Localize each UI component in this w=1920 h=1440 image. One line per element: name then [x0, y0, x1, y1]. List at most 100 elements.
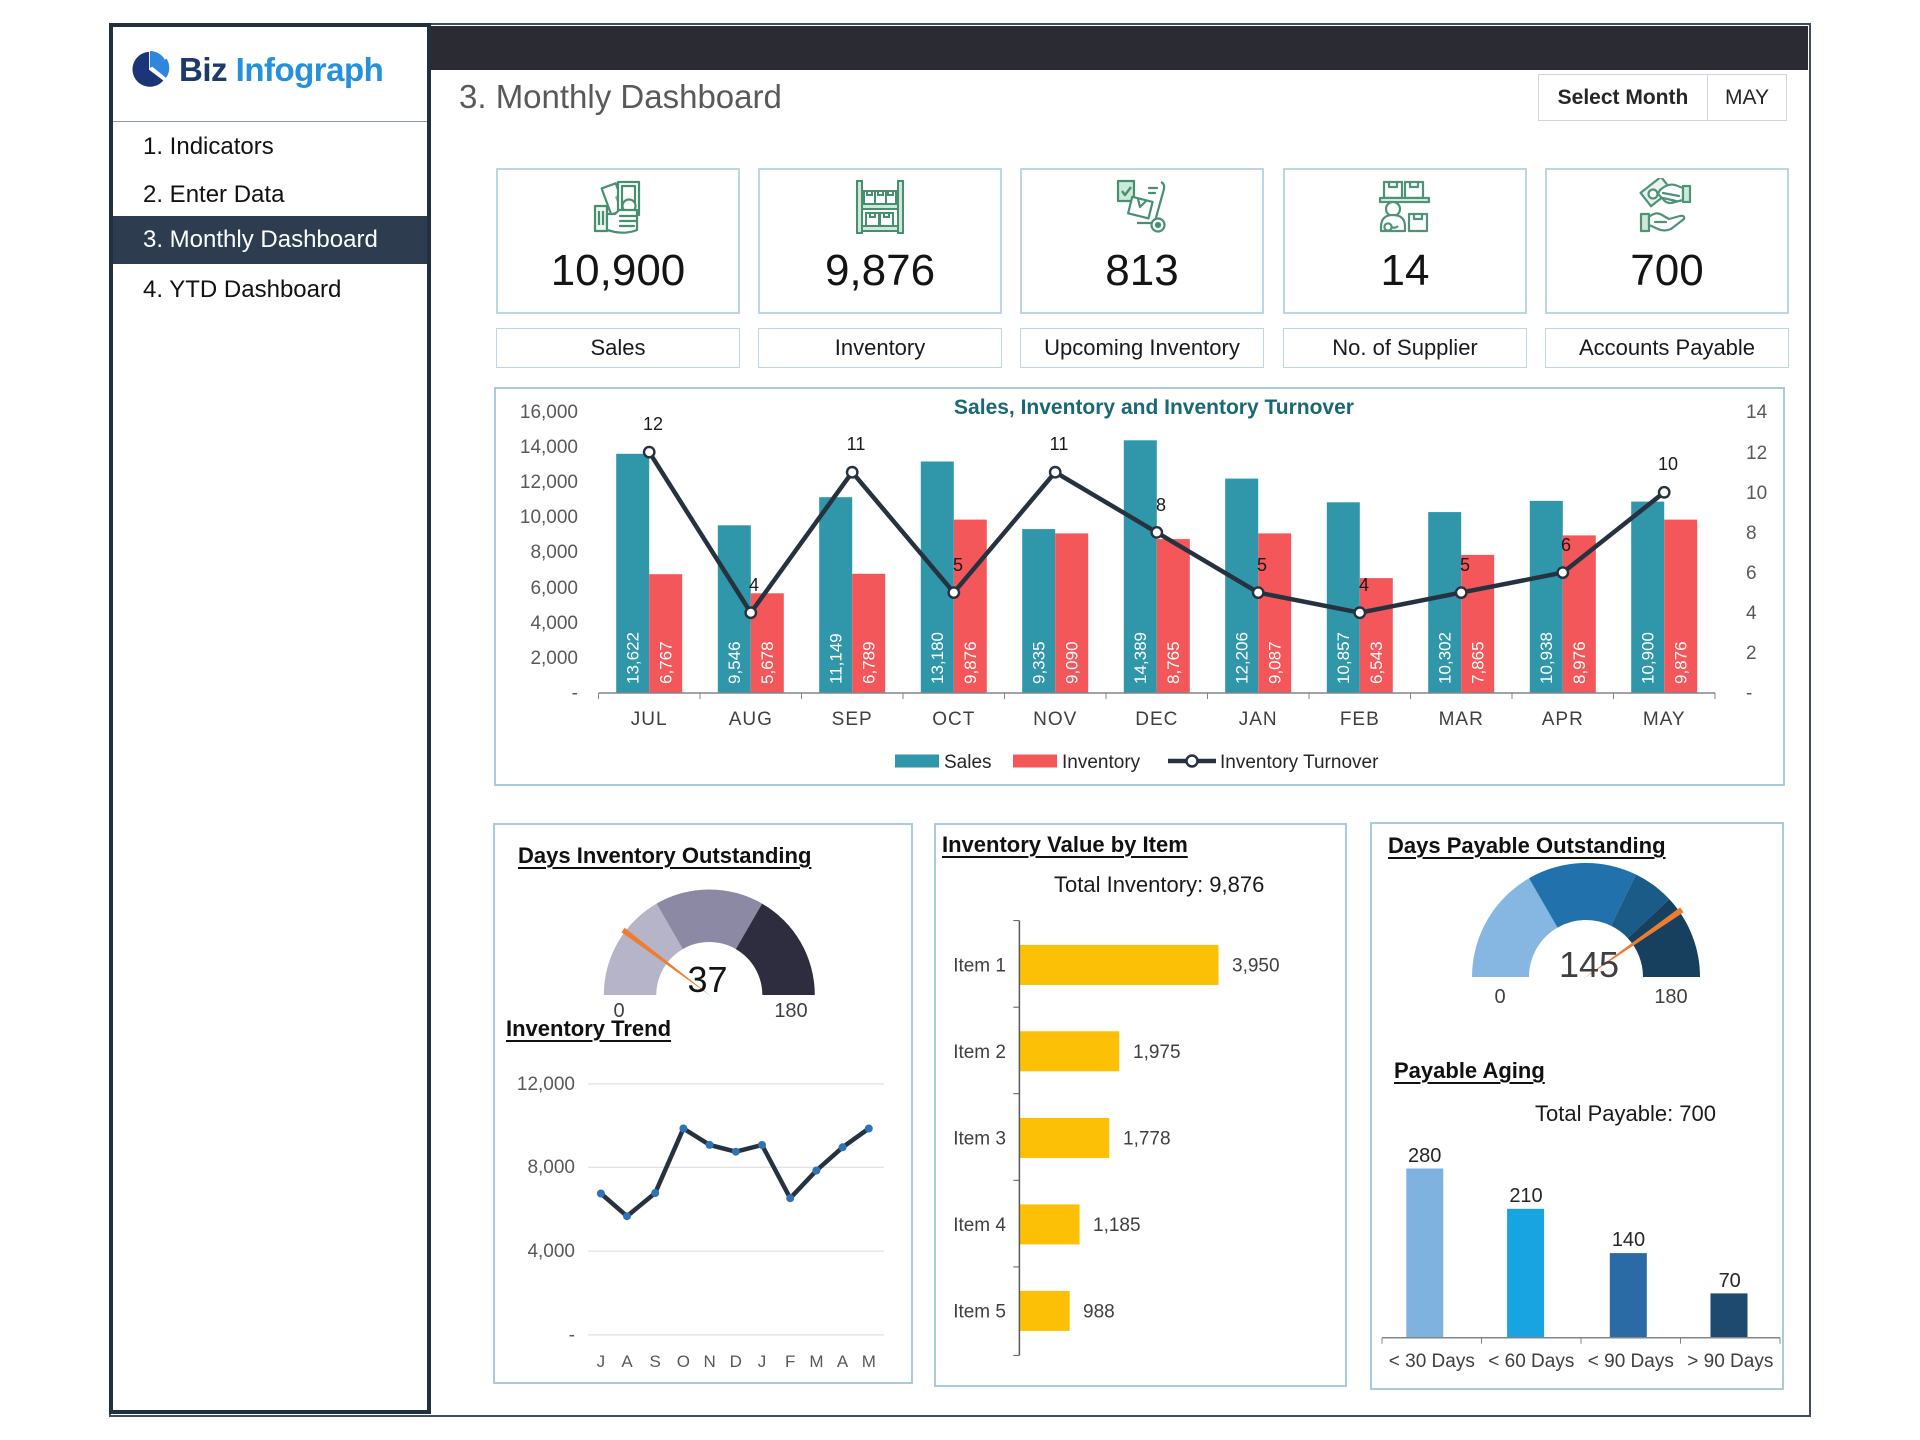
svg-text:180: 180	[774, 1000, 807, 1022]
svg-text:210: 210	[1509, 1185, 1542, 1207]
svg-text:Item 4: Item 4	[953, 1215, 1006, 1236]
svg-text:8,976: 8,976	[1570, 641, 1589, 684]
svg-text:4: 4	[1746, 603, 1757, 624]
svg-text:7,865: 7,865	[1469, 641, 1488, 684]
svg-text:A: A	[621, 1352, 633, 1371]
svg-text:12: 12	[643, 414, 663, 434]
svg-text:Sales: Sales	[944, 752, 992, 773]
svg-text:5: 5	[1460, 555, 1470, 575]
svg-text:FEB: FEB	[1340, 709, 1380, 730]
svg-text:6,000: 6,000	[530, 578, 578, 599]
svg-text:14: 14	[1746, 402, 1768, 423]
svg-text:14,000: 14,000	[520, 437, 578, 458]
svg-text:M: M	[809, 1352, 823, 1371]
svg-text:11,149: 11,149	[827, 633, 846, 684]
svg-text:AUG: AUG	[729, 709, 773, 730]
svg-text:Inventory Turnover: Inventory Turnover	[1220, 752, 1379, 773]
svg-text:8,000: 8,000	[530, 542, 578, 563]
svg-text:J: J	[758, 1352, 767, 1371]
svg-text:-: -	[572, 683, 578, 704]
svg-text:10,900: 10,900	[1639, 632, 1658, 684]
svg-text:37: 37	[687, 959, 727, 1000]
svg-text:F: F	[785, 1352, 795, 1371]
svg-text:12,000: 12,000	[517, 1074, 575, 1095]
svg-text:4: 4	[749, 575, 759, 595]
svg-text:8: 8	[1156, 495, 1166, 515]
svg-text:11: 11	[847, 434, 866, 454]
svg-text:Item 1: Item 1	[953, 956, 1006, 977]
svg-text:S: S	[650, 1352, 661, 1371]
svg-text:10: 10	[1658, 454, 1678, 474]
svg-text:0: 0	[1494, 986, 1505, 1008]
svg-text:5,678: 5,678	[758, 641, 777, 684]
svg-text:14,389: 14,389	[1131, 632, 1150, 684]
svg-text:Item 5: Item 5	[953, 1302, 1006, 1323]
svg-text:11: 11	[1050, 434, 1069, 454]
svg-text:6,767: 6,767	[657, 641, 676, 684]
svg-text:2: 2	[1746, 643, 1757, 664]
svg-text:12: 12	[1746, 443, 1767, 464]
svg-text:4,000: 4,000	[530, 613, 578, 634]
svg-text:9,546: 9,546	[725, 641, 744, 684]
svg-text:Sales, Inventory and Inventory: Sales, Inventory and Inventory Turnover	[954, 396, 1354, 419]
svg-text:NOV: NOV	[1033, 709, 1077, 730]
svg-text:JUL: JUL	[631, 709, 668, 730]
svg-text:9,087: 9,087	[1266, 641, 1285, 684]
svg-text:1,975: 1,975	[1133, 1042, 1181, 1063]
svg-text:10,000: 10,000	[520, 507, 578, 528]
svg-text:1,185: 1,185	[1093, 1215, 1141, 1236]
svg-text:180: 180	[1654, 986, 1687, 1008]
svg-text:4,000: 4,000	[527, 1241, 575, 1262]
svg-text:140: 140	[1612, 1229, 1645, 1251]
svg-text:9,090: 9,090	[1063, 641, 1082, 684]
svg-text:J: J	[597, 1352, 606, 1371]
svg-text:70: 70	[1719, 1270, 1741, 1292]
svg-text:12,000: 12,000	[520, 472, 578, 493]
svg-text:4: 4	[1359, 575, 1369, 595]
svg-text:MAY: MAY	[1643, 709, 1686, 730]
svg-text:A: A	[837, 1352, 849, 1371]
svg-text:N: N	[703, 1352, 715, 1371]
svg-text:DEC: DEC	[1135, 709, 1178, 730]
svg-text:8,000: 8,000	[527, 1157, 575, 1178]
svg-text:6: 6	[1561, 535, 1571, 555]
svg-text:10,857: 10,857	[1334, 632, 1353, 684]
svg-text:-: -	[1746, 683, 1752, 704]
svg-text:6: 6	[1746, 563, 1757, 584]
svg-text:9,876: 9,876	[1672, 641, 1691, 684]
svg-text:0: 0	[613, 1000, 624, 1022]
svg-text:9,876: 9,876	[961, 641, 980, 684]
svg-text:MAR: MAR	[1439, 709, 1484, 730]
svg-text:6,789: 6,789	[860, 641, 879, 684]
svg-text:M: M	[862, 1352, 876, 1371]
svg-text:D: D	[730, 1352, 742, 1371]
svg-text:10,302: 10,302	[1436, 632, 1455, 684]
svg-text:OCT: OCT	[932, 709, 975, 730]
svg-text:10: 10	[1746, 483, 1767, 504]
svg-text:988: 988	[1083, 1302, 1115, 1323]
svg-text:SEP: SEP	[832, 709, 873, 730]
svg-text:5: 5	[1257, 555, 1267, 575]
svg-text:1,778: 1,778	[1123, 1129, 1171, 1150]
svg-text:13,180: 13,180	[928, 632, 947, 684]
svg-text:8,765: 8,765	[1164, 641, 1183, 684]
svg-text:< 60 Days: < 60 Days	[1488, 1351, 1574, 1372]
svg-text:Item 2: Item 2	[953, 1042, 1006, 1063]
svg-text:< 30 Days: < 30 Days	[1389, 1351, 1475, 1372]
svg-text:145: 145	[1559, 944, 1619, 985]
svg-text:O: O	[677, 1352, 690, 1371]
svg-text:2,000: 2,000	[530, 648, 578, 669]
svg-text:10,938: 10,938	[1537, 632, 1556, 684]
svg-text:9,335: 9,335	[1030, 641, 1049, 684]
svg-text:16,000: 16,000	[520, 402, 578, 423]
svg-text:APR: APR	[1542, 709, 1584, 730]
svg-text:JAN: JAN	[1239, 709, 1278, 730]
svg-text:12,206: 12,206	[1233, 632, 1252, 684]
svg-text:280: 280	[1408, 1145, 1441, 1167]
svg-text:5: 5	[953, 555, 963, 575]
svg-text:Item 3: Item 3	[953, 1129, 1006, 1150]
svg-text:3,950: 3,950	[1232, 956, 1280, 977]
svg-text:13,622: 13,622	[624, 632, 643, 684]
svg-text:6,543: 6,543	[1367, 641, 1386, 684]
svg-text:> 90 Days: > 90 Days	[1687, 1351, 1773, 1372]
